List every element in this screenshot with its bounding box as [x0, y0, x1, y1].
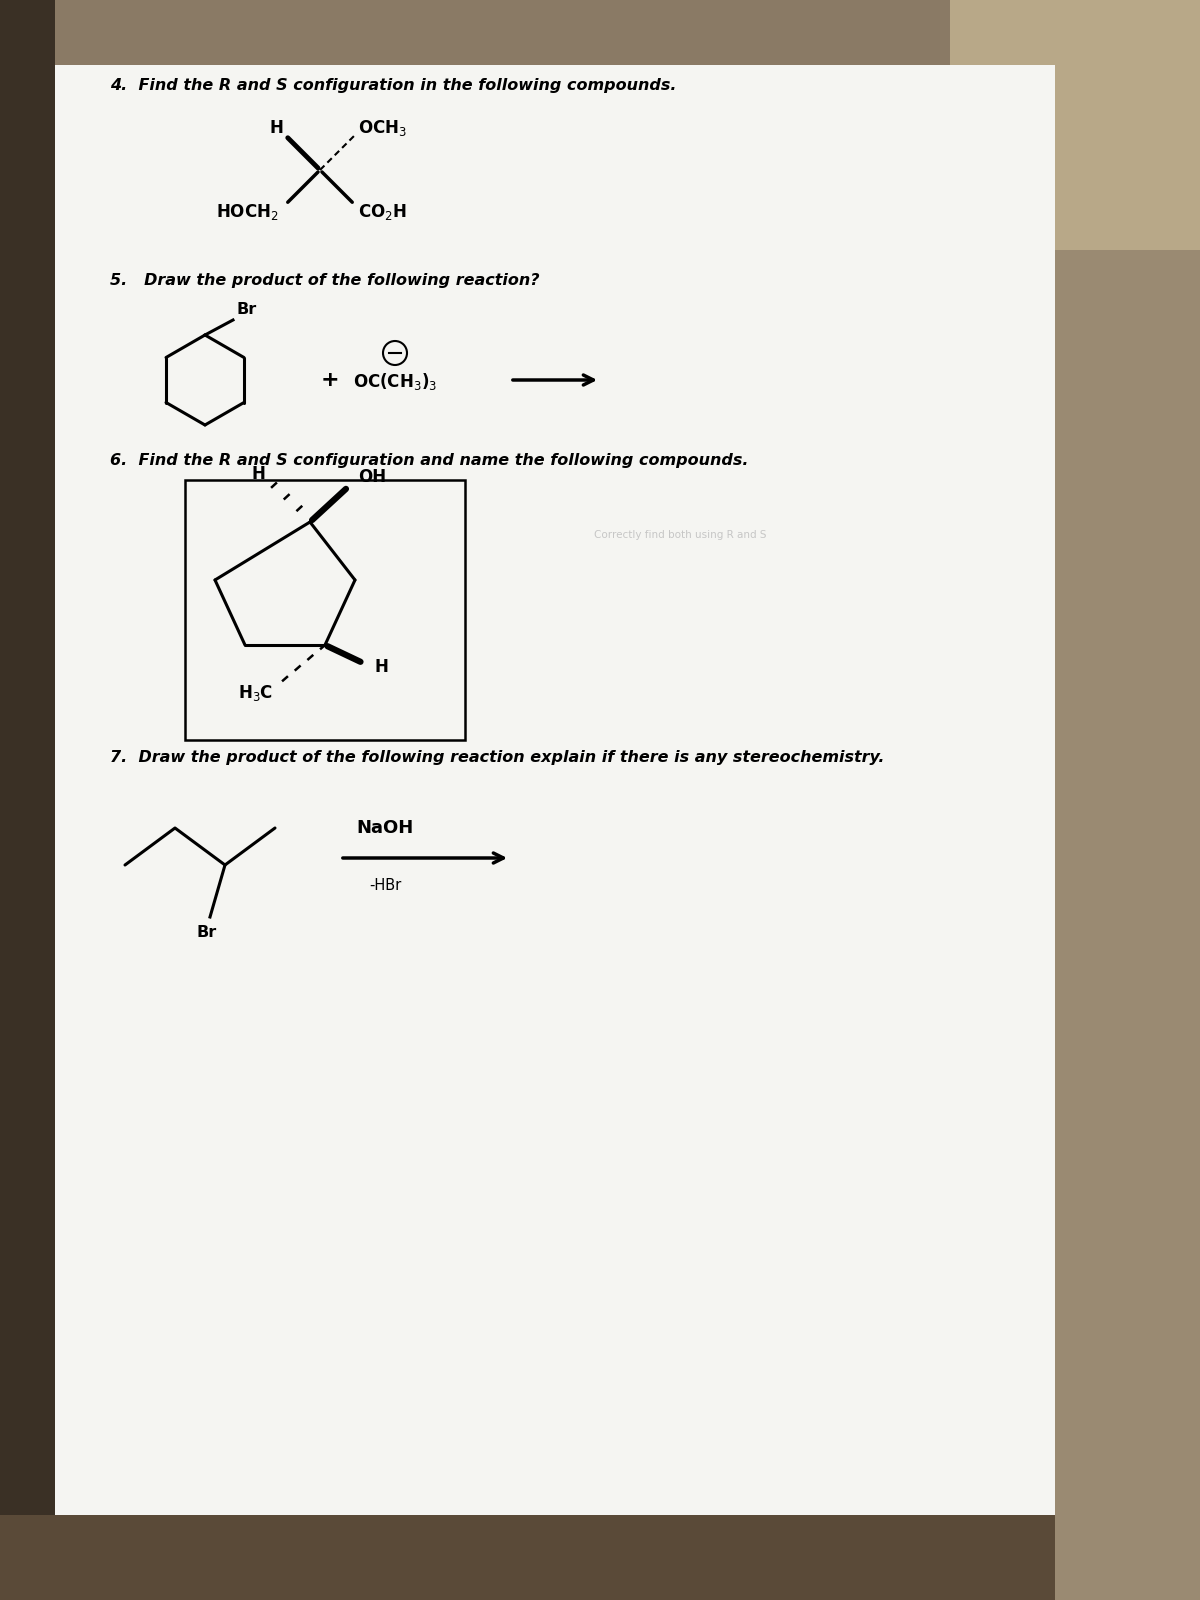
FancyBboxPatch shape — [0, 1515, 1200, 1600]
Text: 7.  Draw the product of the following reaction explain if there is any stereoche: 7. Draw the product of the following rea… — [110, 750, 884, 765]
Text: +: + — [320, 370, 340, 390]
Text: NaOH: NaOH — [356, 819, 414, 837]
Text: H: H — [251, 466, 265, 483]
Text: 4.  Find the R and S configuration in the following compounds.: 4. Find the R and S configuration in the… — [110, 78, 677, 93]
Text: 5.   Draw the product of the following reaction?: 5. Draw the product of the following rea… — [110, 274, 540, 288]
Text: Br: Br — [238, 302, 257, 317]
Text: CO$_2$H: CO$_2$H — [358, 202, 407, 222]
Text: -HBr: -HBr — [368, 877, 401, 893]
Text: OCH$_3$: OCH$_3$ — [358, 118, 407, 138]
Text: H$_3$C: H$_3$C — [238, 683, 274, 702]
FancyBboxPatch shape — [1055, 0, 1200, 1600]
Text: 6.  Find the R and S configuration and name the following compounds.: 6. Find the R and S configuration and na… — [110, 453, 749, 467]
Text: Br: Br — [197, 925, 217, 939]
Bar — [185, 480, 466, 739]
FancyBboxPatch shape — [55, 66, 1055, 1515]
FancyBboxPatch shape — [0, 0, 55, 1600]
Text: Correctly find both using R and S: Correctly find both using R and S — [594, 530, 767, 541]
Text: OH: OH — [358, 469, 386, 486]
Text: OC(CH$_3$)$_3$: OC(CH$_3$)$_3$ — [353, 371, 437, 392]
FancyBboxPatch shape — [950, 0, 1200, 250]
Text: HOCH$_2$: HOCH$_2$ — [216, 202, 278, 222]
Text: H: H — [374, 658, 389, 675]
Text: H: H — [269, 120, 283, 138]
